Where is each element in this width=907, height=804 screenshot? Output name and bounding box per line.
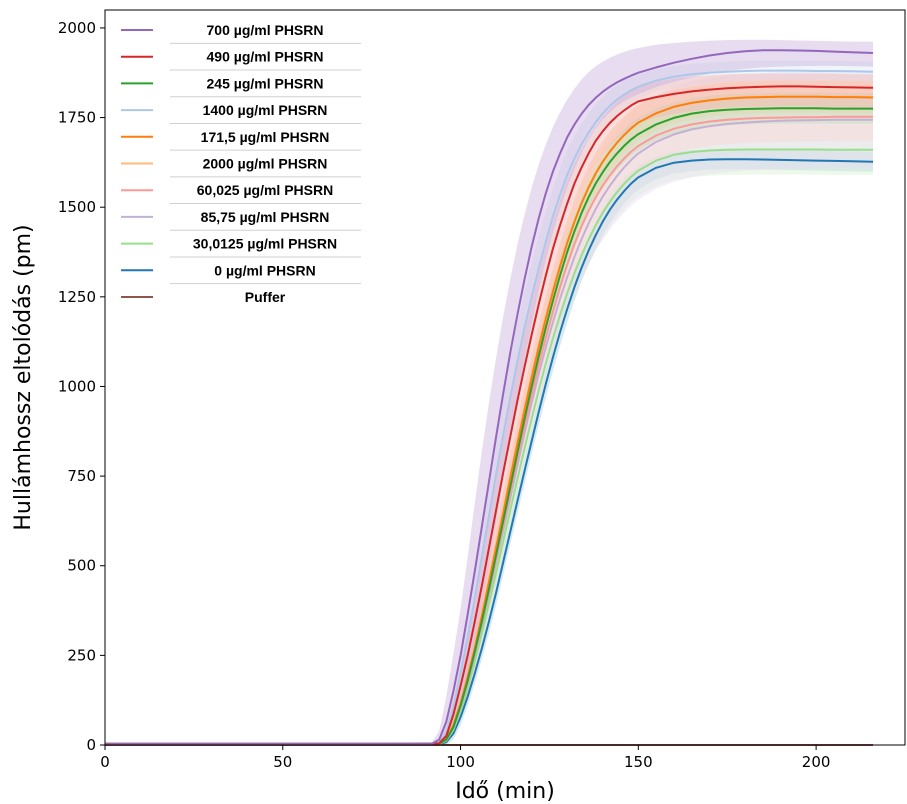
x-tick-label: 150 bbox=[624, 753, 653, 771]
y-axis-title: Hullámhossz eltolódás (pm) bbox=[11, 224, 36, 530]
y-tick-label: 750 bbox=[67, 467, 96, 485]
line-1400-g-ml-phsrn bbox=[105, 69, 874, 745]
legend: 700 µg/ml PHSRN 490 µg/ml PHSRN 245 µg/ml … bbox=[121, 22, 361, 305]
legend-label-490-g-ml-phsrn: 490 µg/ml PHSRN bbox=[207, 49, 324, 65]
y-tick-label: 1500 bbox=[58, 198, 96, 216]
y-tick-label: 0 bbox=[86, 736, 96, 754]
axis-ticks: 0 50 100 150 2000250500750100012501500175020… bbox=[58, 19, 831, 771]
y-tick-label: 2000 bbox=[58, 19, 96, 37]
axes bbox=[104, 9, 906, 746]
y-tick-label: 1000 bbox=[58, 377, 96, 395]
y-tick-label: 250 bbox=[67, 646, 96, 664]
legend-label-700-g-ml-phsrn: 700 µg/ml PHSRN bbox=[207, 22, 324, 38]
legend-label-245-g-ml-phsrn: 245 µg/ml PHSRN bbox=[207, 75, 324, 91]
x-tick-label: 50 bbox=[273, 753, 292, 771]
line-0-g-ml-phsrn bbox=[105, 158, 874, 745]
series-lines bbox=[105, 49, 874, 746]
y-tick-label: 1250 bbox=[58, 288, 96, 306]
line-245-g-ml-phsrn bbox=[105, 107, 873, 745]
line-490-g-ml-phsrn bbox=[105, 85, 874, 745]
x-axis-title: Idő (min) bbox=[455, 779, 555, 804]
x-tick-label: 0 bbox=[100, 753, 110, 771]
x-tick-label: 200 bbox=[802, 753, 831, 771]
legend-label-30-0125-g-ml-phsrn: 30,0125 µg/ml PHSRN bbox=[193, 236, 337, 252]
band-0-g-ml-phsrn bbox=[105, 149, 873, 746]
legend-label-0-g-ml-phsrn: 0 µg/ml PHSRN bbox=[214, 262, 315, 278]
line-700-g-ml-phsrn bbox=[105, 49, 874, 745]
legend-label-1400-g-ml-phsrn: 1400 µg/ml PHSRN bbox=[203, 102, 328, 118]
x-tick-label: 100 bbox=[446, 753, 475, 771]
plot-frame bbox=[104, 9, 906, 746]
legend-label-85-75-g-ml-phsrn: 85,75 µg/ml PHSRN bbox=[201, 209, 330, 225]
legend-label-puffer: Puffer bbox=[245, 289, 286, 305]
legend-label-60-025-g-ml-phsrn: 60,025 µg/ml PHSRN bbox=[197, 182, 333, 198]
y-tick-label: 500 bbox=[67, 557, 96, 575]
legend-label-171-5-g-ml-phsrn: 171,5 µg/ml PHSRN bbox=[201, 129, 330, 145]
band-85-75-g-ml-phsrn bbox=[105, 71, 873, 745]
legend-label-2000-g-ml-phsrn: 2000 µg/ml PHSRN bbox=[203, 156, 328, 172]
y-tick-label: 1750 bbox=[58, 109, 96, 127]
